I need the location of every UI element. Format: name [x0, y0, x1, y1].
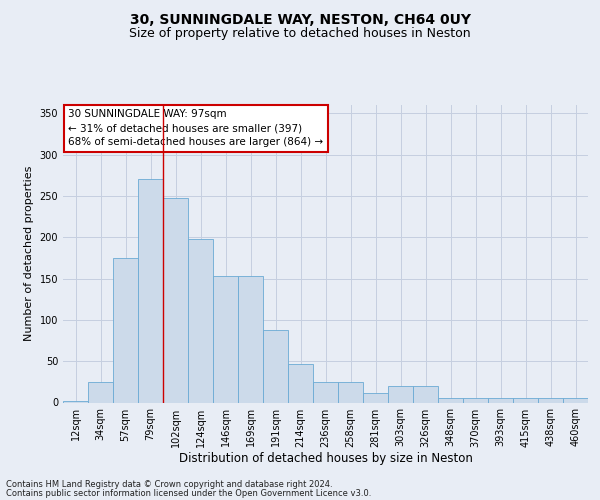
Bar	[188, 239, 213, 402]
Bar	[113, 258, 138, 402]
Bar	[213, 276, 238, 402]
Bar	[313, 382, 338, 402]
Bar	[238, 276, 263, 402]
Text: Size of property relative to detached houses in Neston: Size of property relative to detached ho…	[129, 28, 471, 40]
Bar	[488, 398, 513, 402]
Bar	[88, 382, 113, 402]
Bar	[63, 401, 88, 402]
Bar	[263, 330, 288, 402]
X-axis label: Distribution of detached houses by size in Neston: Distribution of detached houses by size …	[179, 452, 472, 466]
Bar	[388, 386, 413, 402]
Text: Contains public sector information licensed under the Open Government Licence v3: Contains public sector information licen…	[6, 490, 371, 498]
Bar	[413, 386, 438, 402]
Text: 30, SUNNINGDALE WAY, NESTON, CH64 0UY: 30, SUNNINGDALE WAY, NESTON, CH64 0UY	[130, 12, 470, 26]
Bar	[538, 398, 563, 402]
Bar	[513, 398, 538, 402]
Text: 30 SUNNINGDALE WAY: 97sqm
← 31% of detached houses are smaller (397)
68% of semi: 30 SUNNINGDALE WAY: 97sqm ← 31% of detac…	[68, 110, 323, 148]
Y-axis label: Number of detached properties: Number of detached properties	[24, 166, 34, 342]
Text: Contains HM Land Registry data © Crown copyright and database right 2024.: Contains HM Land Registry data © Crown c…	[6, 480, 332, 489]
Bar	[138, 180, 163, 402]
Bar	[438, 398, 463, 402]
Bar	[563, 398, 588, 402]
Bar	[163, 198, 188, 402]
Bar	[363, 392, 388, 402]
Bar	[338, 382, 363, 402]
Bar	[288, 364, 313, 403]
Bar	[463, 398, 488, 402]
